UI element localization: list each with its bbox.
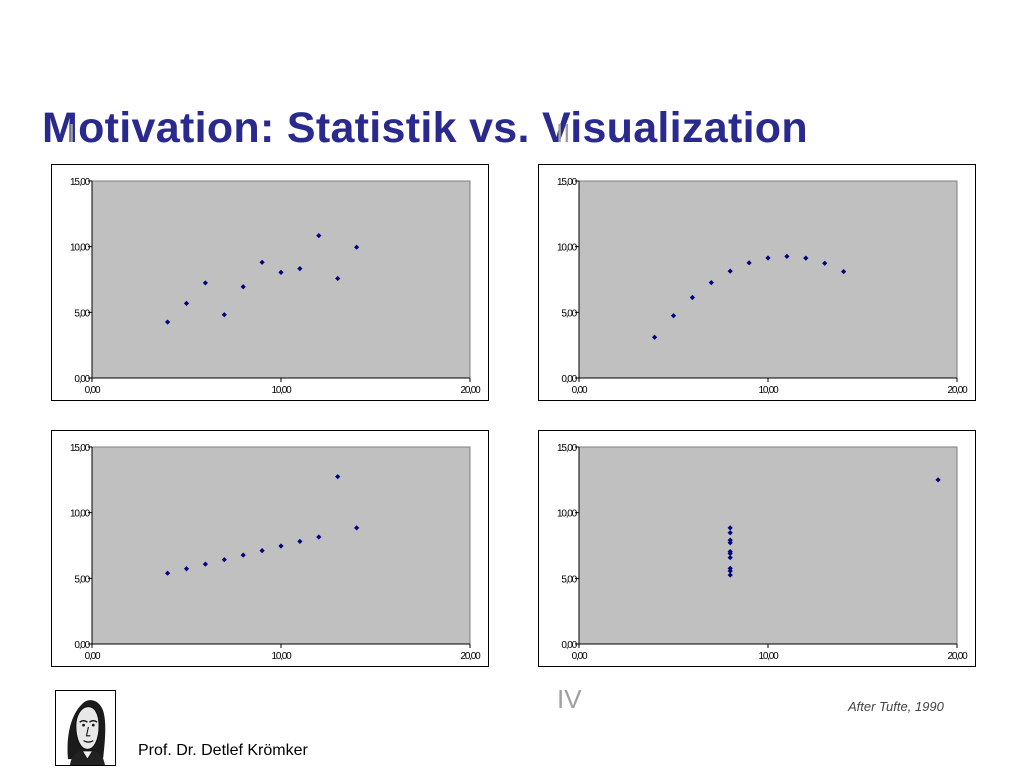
y-tick-label: 15,00 xyxy=(70,177,91,188)
y-tick-label: 5,00 xyxy=(561,308,577,319)
chart-panel-i: 0,00 5,00 10,00 15,00 0,00 10,00 20,00 xyxy=(51,164,489,401)
y-tick-label: 0,00 xyxy=(561,640,577,651)
goethe-portrait-logo-icon xyxy=(55,690,116,766)
x-tick-label: 10,00 xyxy=(758,651,779,662)
chart-panel-ii: 0,00 5,00 10,00 15,00 0,00 10,00 20,00 xyxy=(538,164,976,401)
citation: After Tufte, 1990 xyxy=(848,699,944,714)
data-point xyxy=(354,244,360,250)
y-tick-label: 15,00 xyxy=(70,443,91,454)
x-tick-label: 0,00 xyxy=(572,651,588,662)
quadrant-label-i: I xyxy=(68,118,76,148)
x-tick-label: 0,00 xyxy=(85,651,101,662)
data-point xyxy=(278,543,284,549)
y-tick-label: 15,00 xyxy=(557,443,578,454)
x-tick-label: 20,00 xyxy=(460,651,481,662)
data-point xyxy=(278,269,284,276)
data-point xyxy=(240,552,246,558)
data-point xyxy=(822,260,828,266)
y-tick-label: 0,00 xyxy=(74,640,90,651)
chart-panel-iv: 0,00 5,00 10,00 15,00 0,00 10,00 20,00 xyxy=(538,430,976,667)
y-tick-label: 0,00 xyxy=(74,374,90,385)
portrait-graphic xyxy=(56,691,115,765)
data-point xyxy=(841,269,847,275)
x-tick-label: 0,00 xyxy=(572,385,588,396)
chart-panel-iii: 0,00 5,00 10,00 15,00 0,00 10,00 20,00 xyxy=(51,430,489,667)
y-tick-label: 5,00 xyxy=(561,574,577,585)
x-tick-label: 20,00 xyxy=(947,651,968,662)
x-tick-label: 0,00 xyxy=(85,385,101,396)
x-tick-label: 10,00 xyxy=(271,651,292,662)
y-tick-label: 0,00 xyxy=(561,374,577,385)
data-point xyxy=(335,474,341,480)
y-tick-label: 10,00 xyxy=(70,243,91,254)
scatter-chart-ii: 0,00 5,00 10,00 15,00 0,00 10,00 20,00 xyxy=(557,177,969,396)
data-point xyxy=(335,275,341,282)
plot-area xyxy=(578,446,958,645)
author-name: Prof. Dr. Detlef Krömker xyxy=(138,742,308,759)
y-tick-label: 10,00 xyxy=(557,509,578,520)
data-point xyxy=(727,572,733,578)
data-point xyxy=(935,477,941,483)
y-tick-label: 15,00 xyxy=(557,177,578,188)
data-point xyxy=(165,319,171,325)
y-tick-label: 10,00 xyxy=(557,243,578,254)
y-tick-label: 5,00 xyxy=(74,308,90,319)
data-point xyxy=(221,312,227,318)
x-tick-label: 20,00 xyxy=(460,385,481,396)
data-point xyxy=(727,268,733,274)
data-point xyxy=(354,525,360,531)
plot-area xyxy=(91,180,471,379)
x-tick-label: 10,00 xyxy=(758,385,779,396)
quadrant-label-iv: IV xyxy=(557,684,582,714)
scatter-chart-i: 0,00 5,00 10,00 15,00 0,00 10,00 20,00 xyxy=(70,177,482,396)
y-tick-label: 10,00 xyxy=(70,509,91,520)
plot-area xyxy=(578,180,958,379)
x-tick-label: 10,00 xyxy=(271,385,292,396)
x-tick-label: 20,00 xyxy=(947,385,968,396)
quadrant-label-ii: II xyxy=(556,118,571,148)
scatter-chart-iii: 0,00 5,00 10,00 15,00 0,00 10,00 20,00 xyxy=(70,443,482,662)
scatter-chart-iv: 0,00 5,00 10,00 15,00 0,00 10,00 20,00 xyxy=(557,443,969,662)
data-point xyxy=(727,565,733,571)
data-point xyxy=(297,265,303,272)
y-tick-label: 5,00 xyxy=(74,574,90,585)
slide-title: Motivation: Statistik vs. Visualization xyxy=(42,104,808,152)
data-point xyxy=(316,233,322,239)
